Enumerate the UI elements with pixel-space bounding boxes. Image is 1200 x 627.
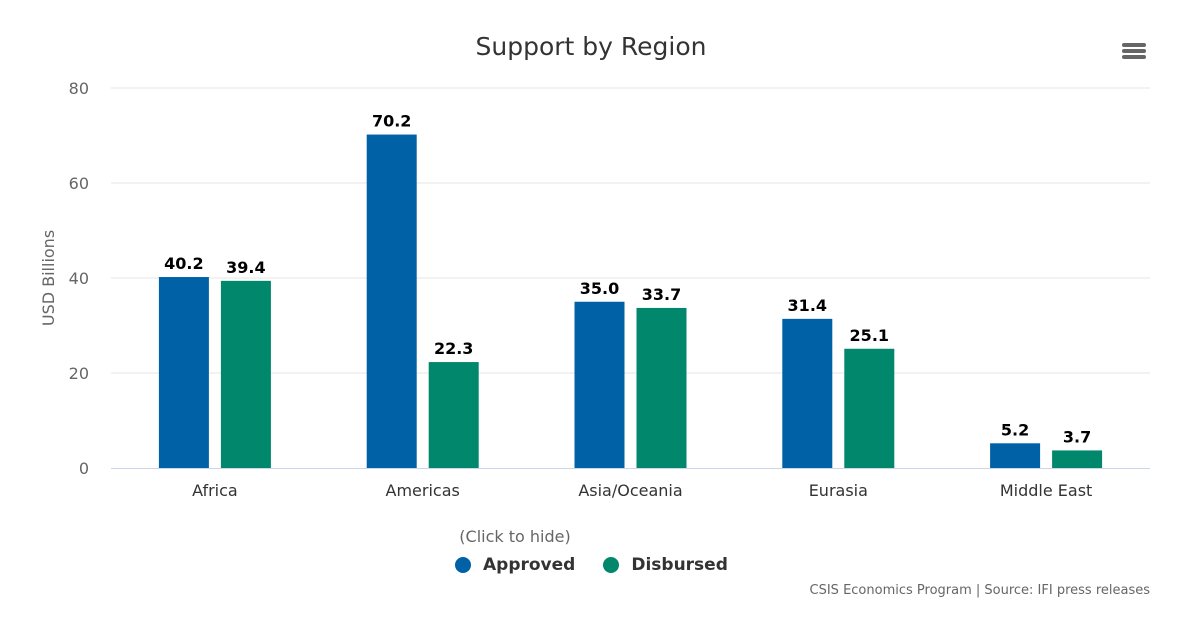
bars [158, 134, 1103, 469]
gridlines [111, 87, 1150, 374]
x-axis-ticks: Africa Americas Asia/Oceania Eurasia Middle … [192, 481, 1092, 500]
chart-menu-button[interactable] [1119, 36, 1149, 66]
bar-approved-middle-east[interactable] [990, 443, 1041, 468]
data-label: 39.4 [226, 258, 265, 277]
bar-disbursed-asia-oceania[interactable] [636, 307, 687, 468]
chart-title: Support by Region [476, 32, 707, 61]
x-tick-label: Americas [386, 481, 460, 500]
legend-label-disbursed: Disbursed [631, 555, 728, 575]
bar-approved-americas[interactable] [366, 134, 417, 469]
y-tick-label: 80 [69, 79, 89, 98]
bar-disbursed-africa[interactable] [220, 280, 271, 468]
data-label: 3.7 [1063, 427, 1091, 446]
data-label: 40.2 [164, 254, 203, 273]
bar-approved-eurasia[interactable] [782, 318, 833, 468]
hamburger-menu-icon [1122, 43, 1146, 47]
legend-item-approved[interactable]: Approved [455, 555, 575, 575]
y-tick-label: 60 [69, 174, 89, 193]
legend: Approved Disbursed [455, 552, 728, 578]
data-label: 5.2 [1001, 420, 1029, 439]
bar-disbursed-americas[interactable] [428, 362, 479, 468]
chart-credits[interactable]: CSIS Economics Program | Source: IFI pre… [809, 583, 1150, 598]
data-label: 31.4 [788, 296, 827, 315]
bar-disbursed-eurasia[interactable] [844, 348, 895, 468]
y-axis-label: USD Billions [39, 230, 58, 326]
legend-title: (Click to hide) [459, 527, 571, 546]
y-tick-label: 40 [69, 269, 89, 288]
data-label: 70.2 [372, 112, 411, 131]
hamburger-menu-icon [1122, 49, 1146, 53]
bar-approved-asia-oceania[interactable] [574, 301, 625, 468]
legend-item-disbursed[interactable]: Disbursed [603, 555, 728, 575]
x-tick-label: Africa [192, 481, 238, 500]
y-axis-ticks: 0 20 40 60 80 [69, 79, 89, 478]
data-label: 35.0 [580, 279, 619, 298]
x-tick-label: Middle East [1000, 481, 1092, 500]
legend-marker-icon [455, 557, 471, 573]
data-label: 22.3 [434, 339, 473, 358]
x-tick-label: Eurasia [809, 481, 868, 500]
legend-label-approved: Approved [483, 555, 576, 575]
data-label: 33.7 [642, 285, 681, 304]
x-tick-label: Asia/Oceania [578, 481, 682, 500]
y-tick-label: 0 [79, 459, 89, 478]
legend-marker-icon [603, 557, 620, 573]
bar-approved-africa[interactable] [158, 277, 209, 468]
data-label: 25.1 [850, 326, 889, 345]
hamburger-menu-icon [1122, 55, 1146, 59]
bar-disbursed-middle-east[interactable] [1052, 450, 1103, 468]
data-labels: 40.2 39.4 70.2 22.3 35.0 33.7 31.4 25.1 5.2 3.7 [164, 112, 1091, 447]
y-tick-label: 20 [69, 364, 89, 383]
